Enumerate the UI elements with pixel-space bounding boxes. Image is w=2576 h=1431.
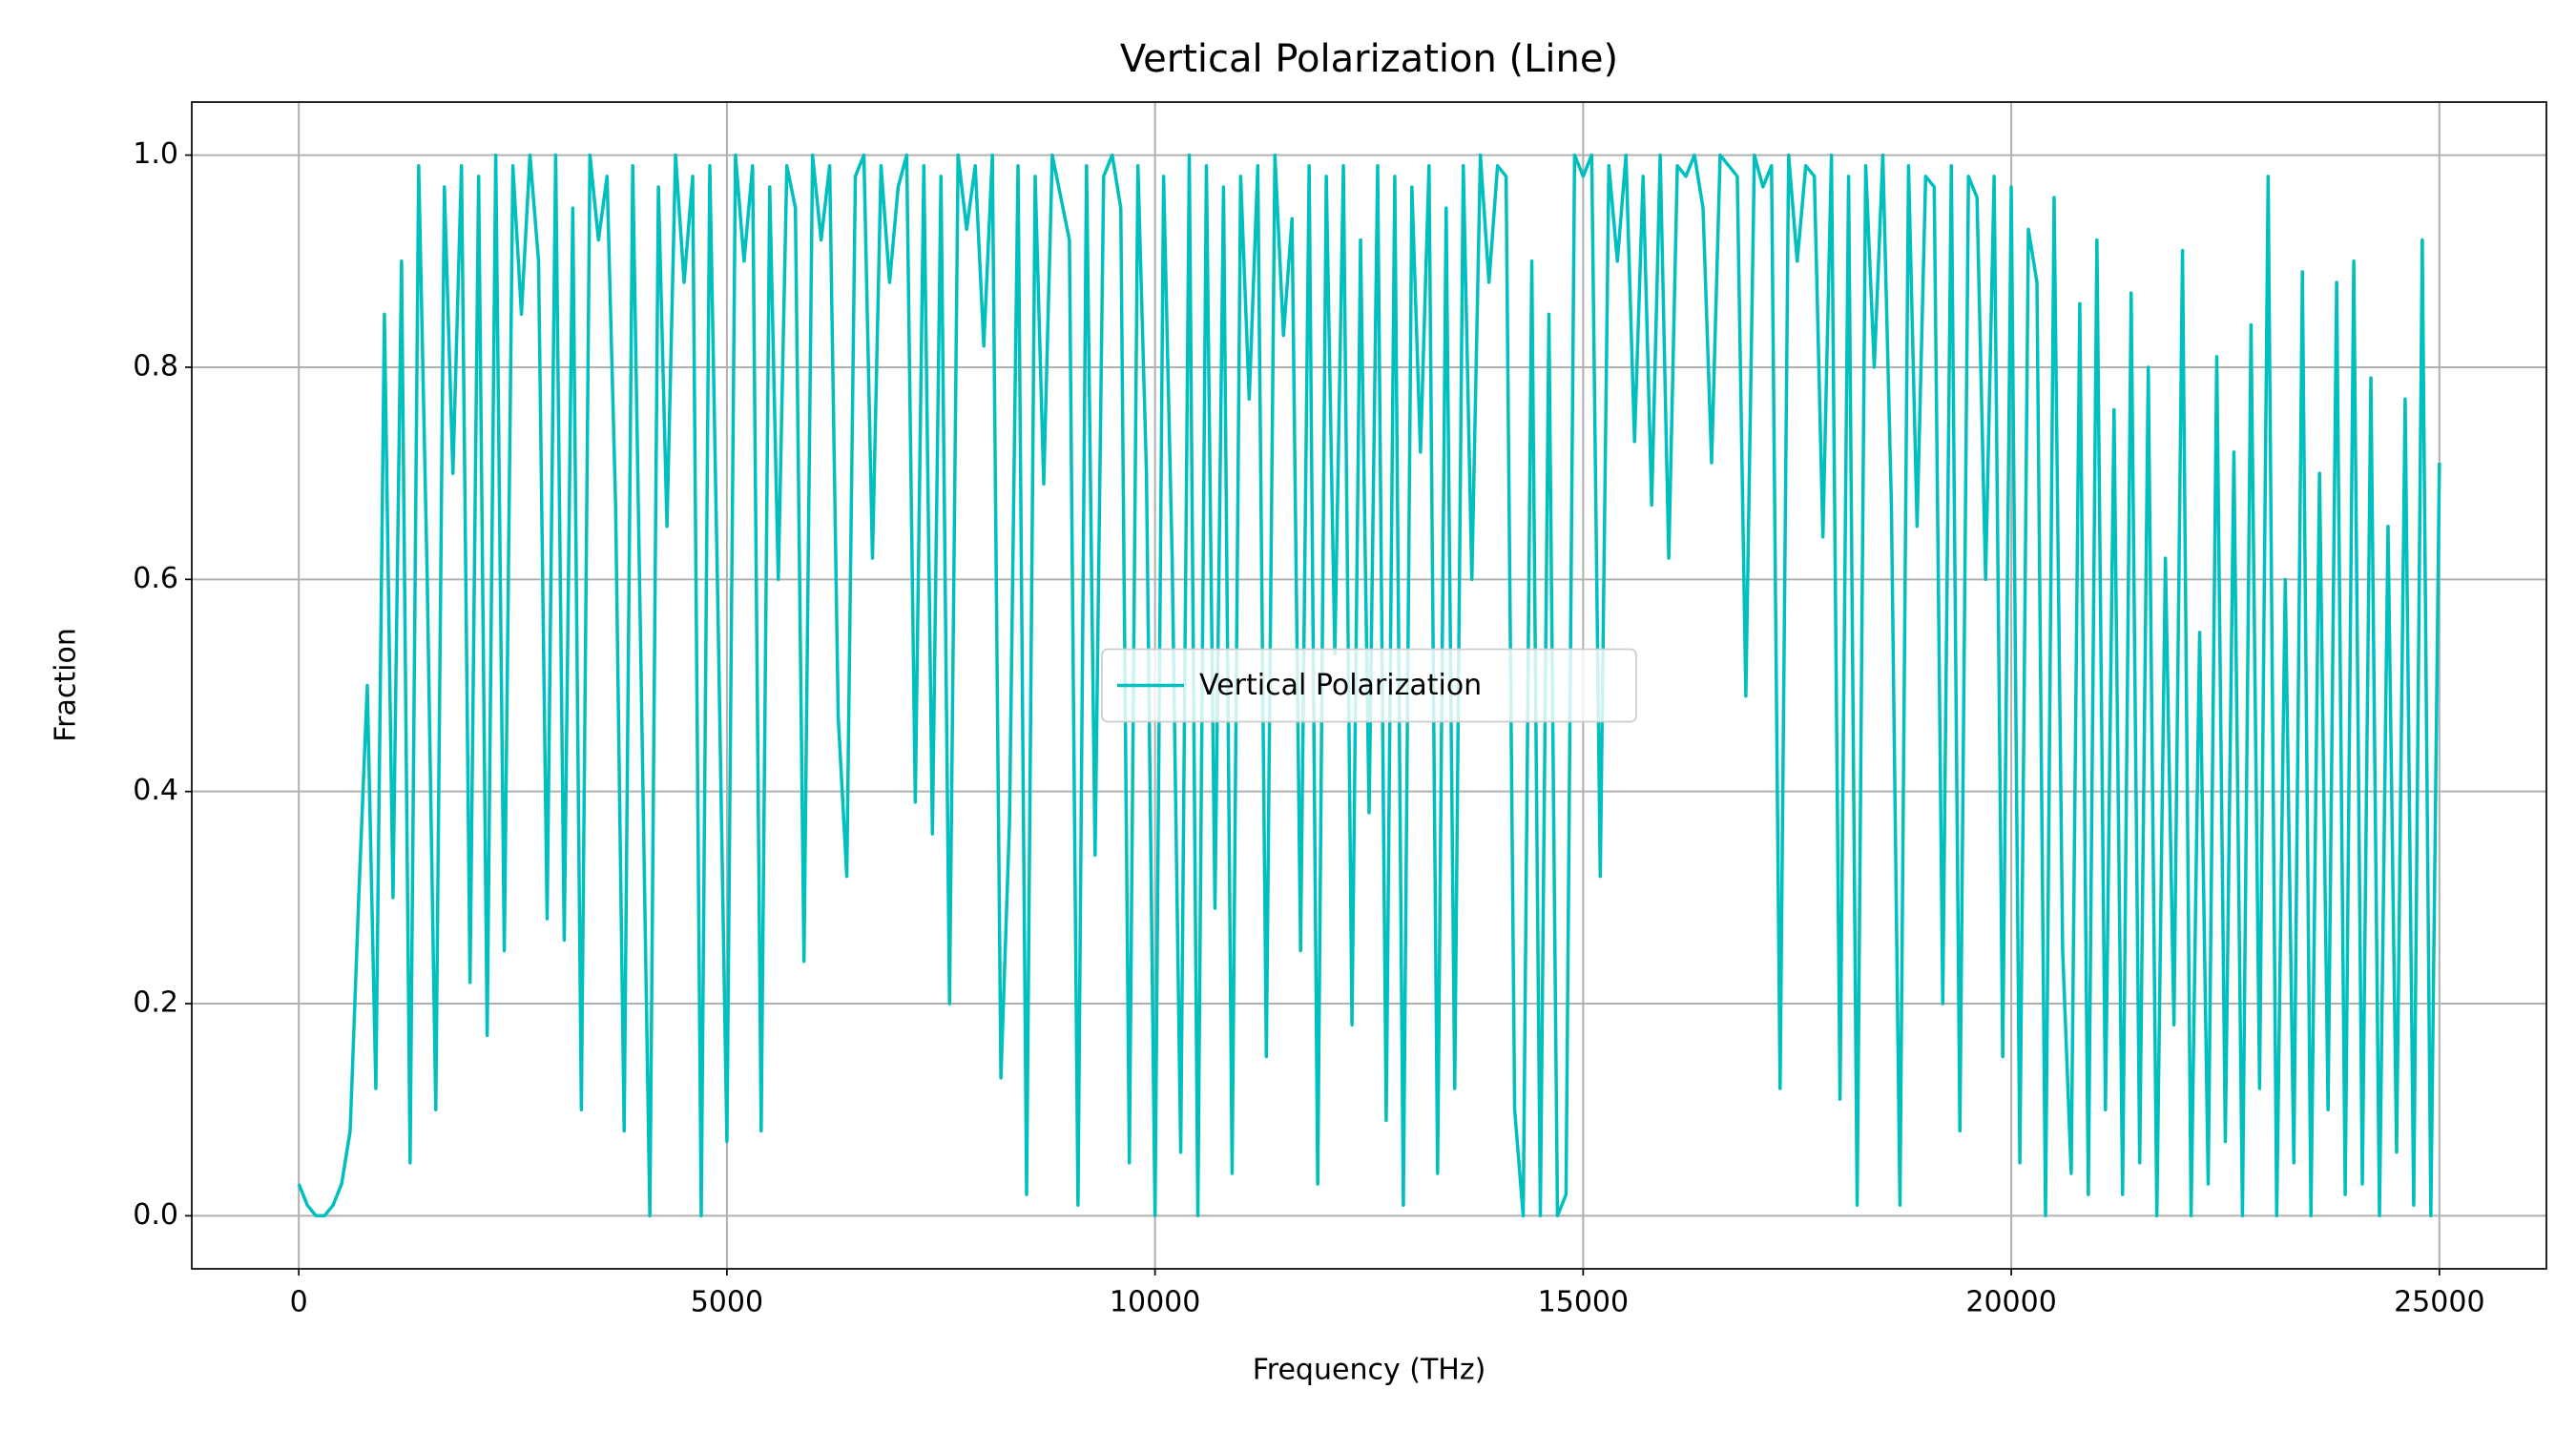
y-tick-label: 0.0 <box>133 1198 178 1232</box>
y-tick-label: 0.2 <box>133 986 178 1020</box>
x-tick-label: 10000 <box>1110 1286 1200 1319</box>
x-tick-label: 25000 <box>2394 1286 2484 1319</box>
data-line <box>297 153 2441 1218</box>
y-tick-label: 0.4 <box>133 774 178 807</box>
legend: Vertical Polarization <box>1101 648 1637 723</box>
x-tick-label: 5000 <box>691 1286 763 1319</box>
plot-frame <box>191 101 2547 1270</box>
chart-title: Vertical Polarization (Line) <box>1120 37 1618 81</box>
x-axis-label: Frequency (THz) <box>1253 1354 1486 1387</box>
x-tick-label: 0 <box>290 1286 308 1319</box>
y-tick-label: 0.8 <box>133 349 178 383</box>
y-tick-label: 0.6 <box>133 562 178 595</box>
y-tick-label: 1.0 <box>133 137 178 171</box>
legend-label: Vertical Polarization <box>1199 669 1482 702</box>
legend-box <box>1101 648 1637 723</box>
y-axis-label: Fraction <box>50 628 83 742</box>
x-tick-label: 15000 <box>1538 1286 1629 1319</box>
x-tick-label: 20000 <box>1965 1286 2056 1319</box>
